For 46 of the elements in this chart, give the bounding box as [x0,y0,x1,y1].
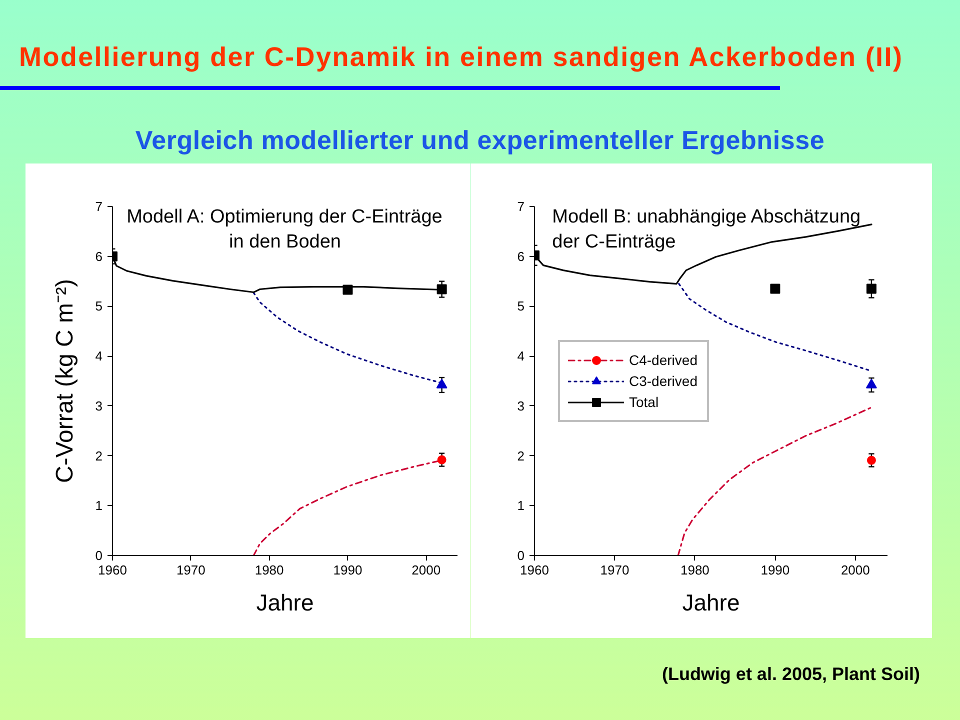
y-tick-label: 2 [95,448,103,464]
x-axis-title: Jahre [256,590,314,616]
point [342,284,353,295]
x-tick-label: 2000 [412,562,441,578]
text: Modell B: unabhängige Abschätzung der C-Einträge [552,206,861,253]
y-tick-label: 6 [517,248,525,264]
point [436,284,447,294]
point [436,378,448,388]
point [437,455,446,464]
x-tick-label: 1970 [176,562,206,578]
y-tick-label: 4 [95,348,103,364]
x-tick-label: 2000 [840,562,870,578]
legend-label: C4-derived [629,350,698,370]
y-tick-label: 7 [517,199,525,214]
x-tick-label: 1970 [600,562,630,578]
text: Modellierung der C-Dynamik in einem sandigen Ackerboden (II) [18,41,904,74]
x-tick-label: 1980 [680,562,710,578]
y-tick-label: 2 [517,448,525,464]
y-tick-label: 0 [517,548,525,563]
x-tick-label: 1990 [760,562,790,578]
y-tick-label: 5 [95,298,103,314]
y-tick-label: 1 [517,498,525,514]
point [770,284,780,294]
y-tick-label: 3 [95,398,103,414]
y-tick-label: 3 [517,398,525,414]
legend-label: Total [629,392,660,412]
x-axis-title: Jahre [682,590,740,616]
y-tick-label: 7 [95,199,103,214]
text: (Ludwig et al. 2005, Plant Soil) [660,663,920,686]
y-tick-label: 6 [95,248,103,264]
point [866,456,876,465]
y-tick-label: 1 [95,498,103,514]
text: Modell A: Optimierung der C-Einträge in den Boden [126,206,442,253]
x-tick-label: 1960 [98,562,127,578]
x-tick-label: 1980 [254,562,284,578]
line-series [677,406,872,556]
y-axis-title: C-Vorrat (kg C m⁻²) [51,278,78,484]
x-tick-label: 1960 [520,562,549,578]
y-tick-label: 5 [517,298,525,314]
legend-label: C3-derived [629,372,698,390]
y-tick-label: 4 [517,348,525,364]
point [866,378,877,388]
y-tick-label: 0 [95,548,103,563]
x-tick-label: 1990 [333,562,362,578]
point [866,284,876,294]
text: Vergleich modellierter und experimenteller Ergebnisse [134,124,826,157]
